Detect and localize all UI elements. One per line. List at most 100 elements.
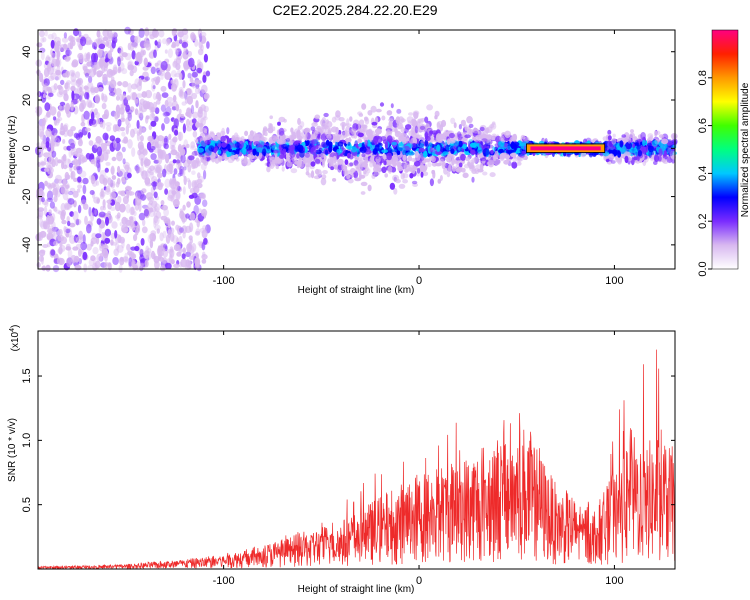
heatmap-cell	[192, 130, 198, 138]
heatmap-cell	[458, 124, 462, 130]
heatmap-cell	[439, 175, 443, 181]
heatmap-cell	[194, 86, 201, 95]
heatmap-cell	[473, 156, 479, 163]
heatmap-cell	[310, 134, 314, 139]
heatmap-cell	[372, 148, 378, 155]
heatmap-cell	[403, 162, 411, 171]
heatmap-cell	[381, 115, 386, 121]
heatmap-cell	[65, 228, 71, 234]
heatmap-cell	[654, 130, 661, 136]
heatmap-cell	[53, 83, 58, 91]
heatmap-cell	[337, 158, 344, 165]
heatmap-cell	[38, 212, 42, 218]
heatmap-cell	[491, 121, 496, 125]
heatmap-cell	[143, 208, 149, 217]
heatmap-cell	[162, 111, 170, 117]
heatmap-cell	[93, 157, 99, 167]
heatmap-cell	[158, 69, 165, 77]
heatmap-cell	[137, 51, 141, 58]
heatmap-cell	[193, 204, 199, 215]
heatmap-cell	[448, 132, 455, 139]
heatmap-cell	[179, 208, 184, 214]
heatmap-cell	[152, 77, 158, 82]
heatmap-cell	[182, 247, 186, 253]
heatmap-cell	[156, 69, 162, 76]
heatmap-cell	[161, 92, 169, 98]
heatmap-cell	[234, 137, 239, 142]
heatmap-cell	[107, 177, 112, 185]
heatmap-cell	[144, 27, 150, 37]
heatmap-cell	[178, 131, 182, 142]
heatmap-cell	[221, 142, 227, 148]
heatmap-cell	[110, 167, 115, 175]
heatmap-cell	[134, 245, 140, 252]
heatmap-cell	[187, 163, 192, 173]
heatmap-cell	[111, 138, 116, 149]
heatmap-cell	[166, 38, 171, 45]
heatmap-cell	[381, 149, 389, 154]
heatmap-cell	[86, 243, 92, 251]
heatmap-cell	[105, 122, 112, 127]
heatmap-cell	[80, 84, 84, 92]
heatmap-cell	[63, 164, 68, 170]
heatmap-cell	[167, 228, 172, 239]
figure-title: C2E2.2025.284.22.20.E29	[272, 2, 437, 18]
heatmap-cell	[256, 147, 263, 153]
heatmap-cell	[62, 154, 67, 162]
heatmap-cell	[81, 195, 87, 205]
heatmap-cell	[187, 179, 192, 190]
heatmap-cell	[42, 264, 46, 272]
heatmap-cell	[111, 175, 117, 180]
heatmap-cell	[196, 79, 202, 85]
heatmap-cell	[109, 79, 117, 89]
heatmap-cell	[335, 127, 339, 135]
heatmap-cell	[386, 110, 393, 116]
heatmap-cell	[461, 167, 466, 173]
heatmap-cell	[149, 239, 154, 249]
heatmap-cell	[135, 195, 142, 206]
heatmap-cell	[163, 137, 168, 143]
heatmap-cell	[103, 95, 108, 103]
heatmap-cell	[42, 93, 47, 99]
heatmap-cell	[200, 31, 207, 38]
heatmap-cell	[354, 177, 362, 182]
heatmap-cell	[139, 135, 144, 142]
heatmap-cell	[310, 146, 317, 155]
heatmap-cell	[63, 225, 67, 233]
heatmap-cell	[177, 172, 182, 177]
heatmap-cell	[180, 154, 186, 164]
heatmap-cell	[50, 39, 55, 49]
heatmap-cell	[182, 80, 186, 89]
heatmap-cell	[177, 131, 184, 141]
heatmap-cell	[398, 183, 406, 189]
heatmap-cell	[333, 136, 337, 142]
heatmap-cell	[102, 73, 108, 82]
heatmap-cell	[438, 133, 446, 140]
heatmap-cell	[106, 125, 112, 132]
y-tick-label: 0.5	[21, 497, 33, 512]
heatmap-cell	[201, 84, 208, 94]
heatmap-cell	[74, 218, 82, 226]
heatmap-cell	[661, 138, 669, 145]
heatmap-cell	[138, 212, 146, 221]
heatmap-cell	[45, 264, 51, 272]
heatmap-cell	[152, 92, 157, 101]
heatmap-cell	[304, 152, 310, 158]
heatmap-cell	[70, 142, 76, 149]
heatmap-cell	[44, 201, 49, 208]
heatmap-cell	[460, 153, 466, 161]
heatmap-cell	[392, 174, 400, 182]
heatmap-cell	[204, 140, 212, 145]
heatmap-cell	[142, 127, 146, 133]
heatmap-cell	[429, 137, 435, 143]
heatmap-cell	[389, 182, 396, 190]
heatmap-cell	[625, 141, 633, 150]
heatmap-cell	[78, 30, 82, 37]
heatmap-cell	[189, 212, 196, 221]
heatmap-cell	[175, 49, 179, 56]
heatmap-cell	[333, 164, 338, 170]
heatmap-cell	[166, 249, 174, 254]
heatmap-cell	[38, 187, 44, 197]
heatmap-cell	[97, 87, 104, 92]
heatmap-cell	[418, 147, 426, 153]
